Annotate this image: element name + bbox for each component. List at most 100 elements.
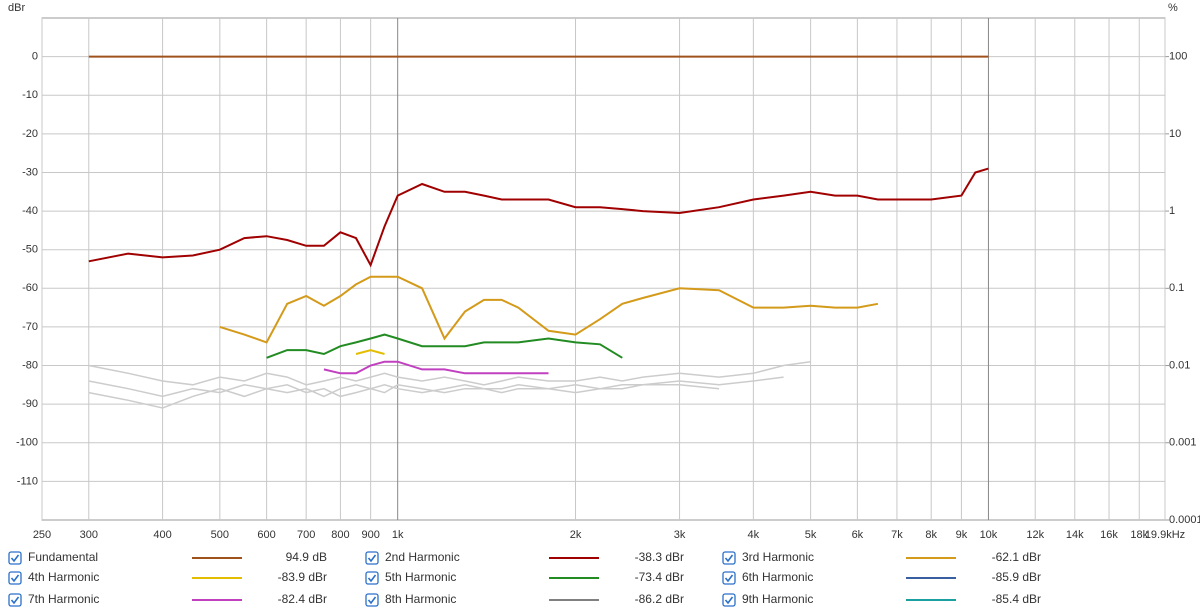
checkbox-box <box>8 571 22 585</box>
series-line <box>88 167 989 268</box>
y-tick-label: -100 <box>16 437 38 449</box>
y-tick-label: -50 <box>22 244 38 256</box>
x-tick-label: 400 <box>153 529 171 541</box>
legend-value: 94.9 dB <box>286 550 327 564</box>
x-tick-label: 600 <box>257 529 275 541</box>
x-tick-label: 5k <box>805 529 817 541</box>
checkbox-check <box>724 574 734 583</box>
checkbox-box <box>8 593 22 607</box>
legend-checkbox[interactable] <box>722 551 736 565</box>
x-tick-label: 2k <box>570 529 582 541</box>
series-line <box>219 275 879 344</box>
y2-tick-label: 0.001 <box>1169 437 1197 449</box>
legend-checkbox[interactable] <box>365 551 379 565</box>
legend-name: 2nd Harmonic <box>385 550 460 564</box>
checkbox-check <box>10 596 20 605</box>
checkbox-check <box>367 574 377 583</box>
x-tick-label: 1k <box>392 529 404 541</box>
checkbox-check <box>367 554 377 563</box>
y-tick-label: -30 <box>22 166 38 178</box>
x-tick-label: 9k <box>956 529 968 541</box>
legend: Fundamental 94.9 dB 2nd Harmonic -38.3 dBr 3… <box>8 550 1041 607</box>
legend-name: Fundamental <box>28 550 98 564</box>
checkbox-box <box>365 551 379 565</box>
x-tick-label: 6k <box>852 529 864 541</box>
legend-checkbox[interactable] <box>722 593 736 607</box>
x-tick-label: 14k <box>1066 529 1084 541</box>
legend-name: 5th Harmonic <box>385 570 456 584</box>
y-tick-label: -40 <box>22 205 38 217</box>
legend-value: -85.9 dBr <box>992 570 1041 584</box>
x-tick-label: 250 <box>33 529 51 541</box>
y-tick-label: -70 <box>22 321 38 333</box>
legend-value: -73.4 dBr <box>635 570 684 584</box>
x-tick-label: 700 <box>297 529 315 541</box>
checkbox-check <box>724 554 734 563</box>
checkbox-box <box>365 593 379 607</box>
legend-checkbox[interactable] <box>722 571 736 585</box>
legend-value: -62.1 dBr <box>992 550 1041 564</box>
x-tick-label: 7k <box>891 529 903 541</box>
legend-name: 7th Harmonic <box>28 592 99 606</box>
checkbox-box <box>722 593 736 607</box>
legend-checkbox[interactable] <box>8 593 22 607</box>
series-line <box>266 333 623 359</box>
legend-name: 9th Harmonic <box>742 592 813 606</box>
y2-tick-label: 10 <box>1169 128 1181 140</box>
x-tick-label: 300 <box>80 529 98 541</box>
legend-name: 6th Harmonic <box>742 570 813 584</box>
legend-checkbox[interactable] <box>365 593 379 607</box>
series-line <box>323 360 549 375</box>
legend-name: 3rd Harmonic <box>742 550 814 564</box>
y-tick-label: -20 <box>22 128 38 140</box>
legend-name: 8th Harmonic <box>385 592 456 606</box>
checkbox-check <box>10 554 20 563</box>
y2-tick-label: 0.1 <box>1169 282 1184 294</box>
x-tick-label: 800 <box>331 529 349 541</box>
checkbox-box <box>8 551 22 565</box>
legend-name: 4th Harmonic <box>28 570 99 584</box>
y-tick-label: -90 <box>22 398 38 410</box>
series-line <box>88 384 720 409</box>
y-tick-label: 0 <box>32 51 38 63</box>
x-tick-label: 500 <box>211 529 229 541</box>
checkbox-check <box>367 596 377 605</box>
legend-checkbox[interactable] <box>8 571 22 585</box>
series-line <box>88 360 811 386</box>
legend-value: -85.4 dBr <box>992 592 1041 606</box>
x-tick-label: 18k <box>1130 529 1148 541</box>
x-tick-label: 900 <box>361 529 379 541</box>
y2-tick-label: 0.0001 <box>1169 514 1200 526</box>
legend-checkbox[interactable] <box>365 571 379 585</box>
y2-tick-label: 0.01 <box>1169 359 1190 371</box>
y-tick-label: -80 <box>22 359 38 371</box>
series-line <box>88 376 784 398</box>
legend-value: -82.4 dBr <box>278 592 327 606</box>
y2-tick-label: 1 <box>1169 205 1175 217</box>
y-tick-label: -60 <box>22 282 38 294</box>
y2-axis-label: % <box>1168 2 1178 14</box>
checkbox-box <box>365 571 379 585</box>
series-line <box>355 349 385 355</box>
y2-tick-label: 100 <box>1169 51 1187 63</box>
checkbox-box <box>722 551 736 565</box>
legend-value: -83.9 dBr <box>278 570 327 584</box>
x-tick-label: 10k <box>980 529 998 541</box>
checkbox-check <box>724 596 734 605</box>
x-tick-label: 19.9kHz <box>1145 529 1185 541</box>
legend-value: -86.2 dBr <box>635 592 684 606</box>
x-tick-label: 12k <box>1026 529 1044 541</box>
x-tick-label: 16k <box>1100 529 1118 541</box>
checkbox-box <box>722 571 736 585</box>
x-tick-label: 4k <box>748 529 760 541</box>
y-axis-label: dBr <box>8 2 25 14</box>
checkbox-check <box>10 574 20 583</box>
legend-checkbox[interactable] <box>8 551 22 565</box>
x-tick-label: 8k <box>925 529 937 541</box>
y-tick-label: -10 <box>22 89 38 101</box>
x-tick-label: 3k <box>674 529 686 541</box>
legend-value: -38.3 dBr <box>635 550 684 564</box>
y-tick-label: -110 <box>17 475 38 487</box>
